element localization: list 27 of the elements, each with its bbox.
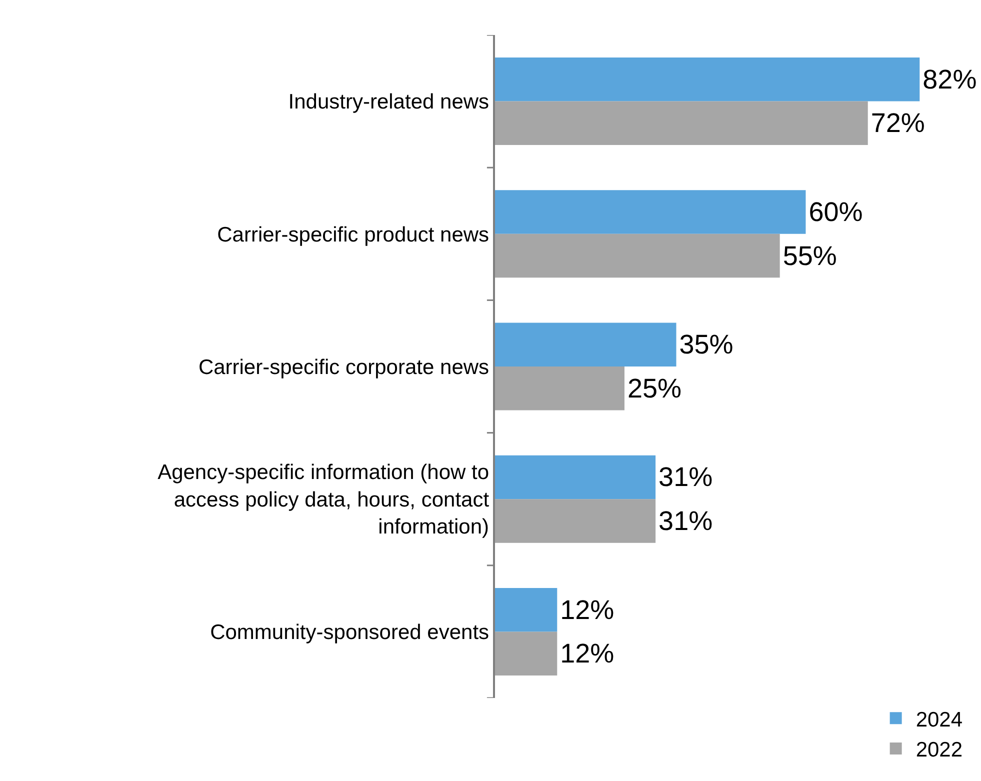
bar <box>495 322 676 366</box>
data-label: 72% <box>870 108 925 138</box>
bar <box>495 632 558 676</box>
bar <box>495 588 558 632</box>
data-label: 12% <box>560 594 614 625</box>
bar <box>495 366 624 410</box>
y-tick-label: Industry-related news <box>288 90 490 114</box>
y-tick-label: Community-sponsored events <box>210 621 490 644</box>
data-label: 35% <box>679 330 734 360</box>
bar <box>495 190 806 234</box>
y-tick-label: Agency-specific information (how to access policy data, hours, contact information) <box>158 461 490 539</box>
bar <box>495 499 656 543</box>
bar <box>495 58 920 102</box>
data-label: 31% <box>658 506 713 536</box>
data-label: 82% <box>922 64 977 94</box>
legend-label: 2022 <box>916 738 963 762</box>
data-label: 31% <box>658 462 713 492</box>
bar <box>495 101 868 146</box>
bar <box>495 234 780 278</box>
y-tick-label: Carrier-specific corporate news <box>198 356 490 379</box>
data-label: 25% <box>627 373 682 404</box>
bar <box>495 455 656 500</box>
data-label: 55% <box>782 240 837 271</box>
data-label: 60% <box>808 197 863 228</box>
y-tick-label: Carrier-specific product news <box>217 223 490 246</box>
legend-label: 2024 <box>916 708 963 732</box>
data-label: 12% <box>560 638 614 669</box>
